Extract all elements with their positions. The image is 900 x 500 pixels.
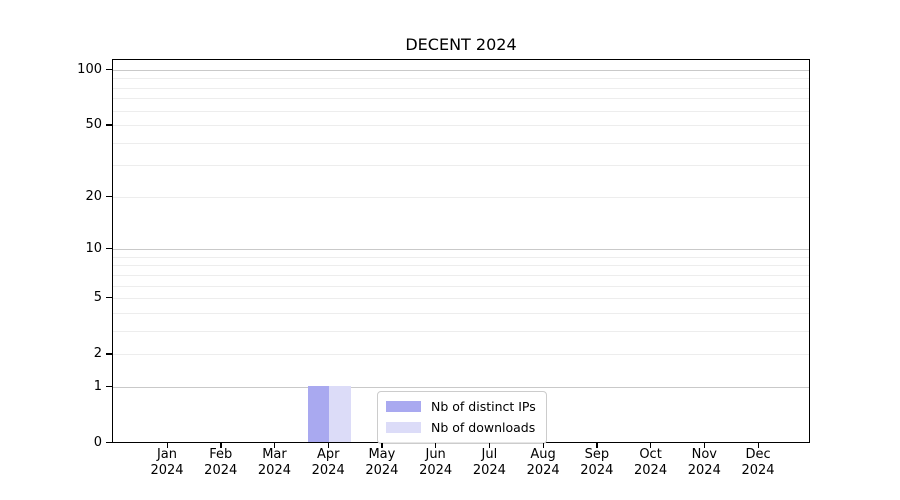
y-axis-tick-label: 100 — [77, 61, 102, 77]
gridline-minor — [113, 285, 809, 287]
gridline-minor — [113, 196, 809, 198]
gridline-minor — [113, 256, 809, 258]
x-tick-mark — [327, 443, 329, 448]
x-axis-tick-label: Nov 2024 — [687, 447, 721, 478]
x-tick-mark — [650, 443, 652, 448]
bar-nb-of-distinct-ips — [307, 385, 330, 442]
y-tick-mark — [106, 442, 112, 444]
gridline-minor — [113, 98, 809, 100]
y-tick-mark — [106, 297, 112, 299]
x-axis-tick-label: Feb 2024 — [204, 447, 238, 478]
legend: Nb of distinct IPs Nb of downloads — [377, 391, 547, 444]
plot-area: Nb of distinct IPs Nb of downloads — [112, 59, 810, 444]
y-axis-tick-label: 50 — [85, 117, 102, 133]
legend-label-nb-of-downloads: Nb of downloads — [431, 420, 536, 435]
x-axis-tick-label: Aug 2024 — [526, 447, 560, 478]
x-axis-tick-label: May 2024 — [365, 447, 399, 478]
x-tick-mark — [381, 443, 383, 448]
x-tick-mark — [220, 443, 222, 448]
x-tick-mark — [273, 443, 276, 448]
gridline-minor — [113, 125, 809, 127]
x-axis-tick-label: Dec 2024 — [741, 447, 775, 478]
gridline-major — [113, 386, 809, 388]
y-tick-mark — [106, 124, 112, 126]
y-tick-mark — [106, 385, 112, 388]
gridline-minor — [113, 78, 809, 80]
y-tick-mark — [106, 195, 112, 198]
x-tick-mark — [542, 443, 544, 448]
x-tick-mark — [488, 443, 491, 448]
y-axis-tick-label: 10 — [85, 241, 102, 257]
x-axis-tick-label: Jun 2024 — [419, 447, 453, 478]
y-axis-tick-label: 0 — [93, 435, 102, 450]
gridline-major — [113, 249, 809, 251]
legend-swatch-nb-of-distinct-ips — [386, 401, 421, 412]
chart-title: DECENT 2024 — [405, 35, 517, 54]
x-tick-mark — [435, 443, 437, 448]
gridline-minor — [113, 312, 809, 314]
y-axis-tick-label: 20 — [85, 188, 102, 204]
y-axis-tick-label: 5 — [93, 290, 102, 306]
x-axis-tick-label: Apr 2024 — [311, 447, 345, 478]
y-tick-mark — [106, 353, 112, 355]
gridline-minor — [113, 165, 809, 167]
gridline-minor — [113, 110, 809, 112]
y-tick-mark — [106, 248, 112, 250]
y-axis-tick-label: 2 — [93, 346, 102, 362]
bar-nb-of-downloads — [329, 385, 351, 442]
x-tick-mark — [596, 443, 598, 448]
legend-label-nb-of-distinct-ips: Nb of distinct IPs — [431, 399, 536, 414]
y-tick-mark — [106, 68, 112, 71]
gridline-minor — [113, 274, 809, 276]
gridline-minor — [113, 87, 809, 89]
x-axis-tick-label: Jan 2024 — [150, 447, 184, 478]
legend-row-nb-of-downloads: Nb of downloads — [386, 419, 536, 436]
gridline-minor — [113, 142, 809, 144]
gridline-major — [113, 69, 809, 71]
gridline-minor — [113, 298, 809, 300]
x-axis-tick-label: Jul 2024 — [472, 447, 506, 478]
legend-row-nb-of-distinct-ips: Nb of distinct IPs — [386, 398, 536, 415]
x-axis-tick-label: Oct 2024 — [634, 447, 668, 478]
x-tick-mark — [757, 443, 759, 448]
x-tick-mark — [703, 443, 706, 448]
x-tick-mark — [166, 443, 168, 448]
gridline-minor — [113, 354, 809, 356]
x-axis-tick-label: Sep 2024 — [580, 447, 614, 478]
gridline-minor — [113, 265, 809, 267]
gridline-minor — [113, 330, 809, 332]
y-axis-tick-label: 1 — [93, 378, 102, 394]
legend-swatch-nb-of-downloads — [386, 422, 421, 433]
x-axis-tick-label: Mar 2024 — [257, 447, 291, 478]
